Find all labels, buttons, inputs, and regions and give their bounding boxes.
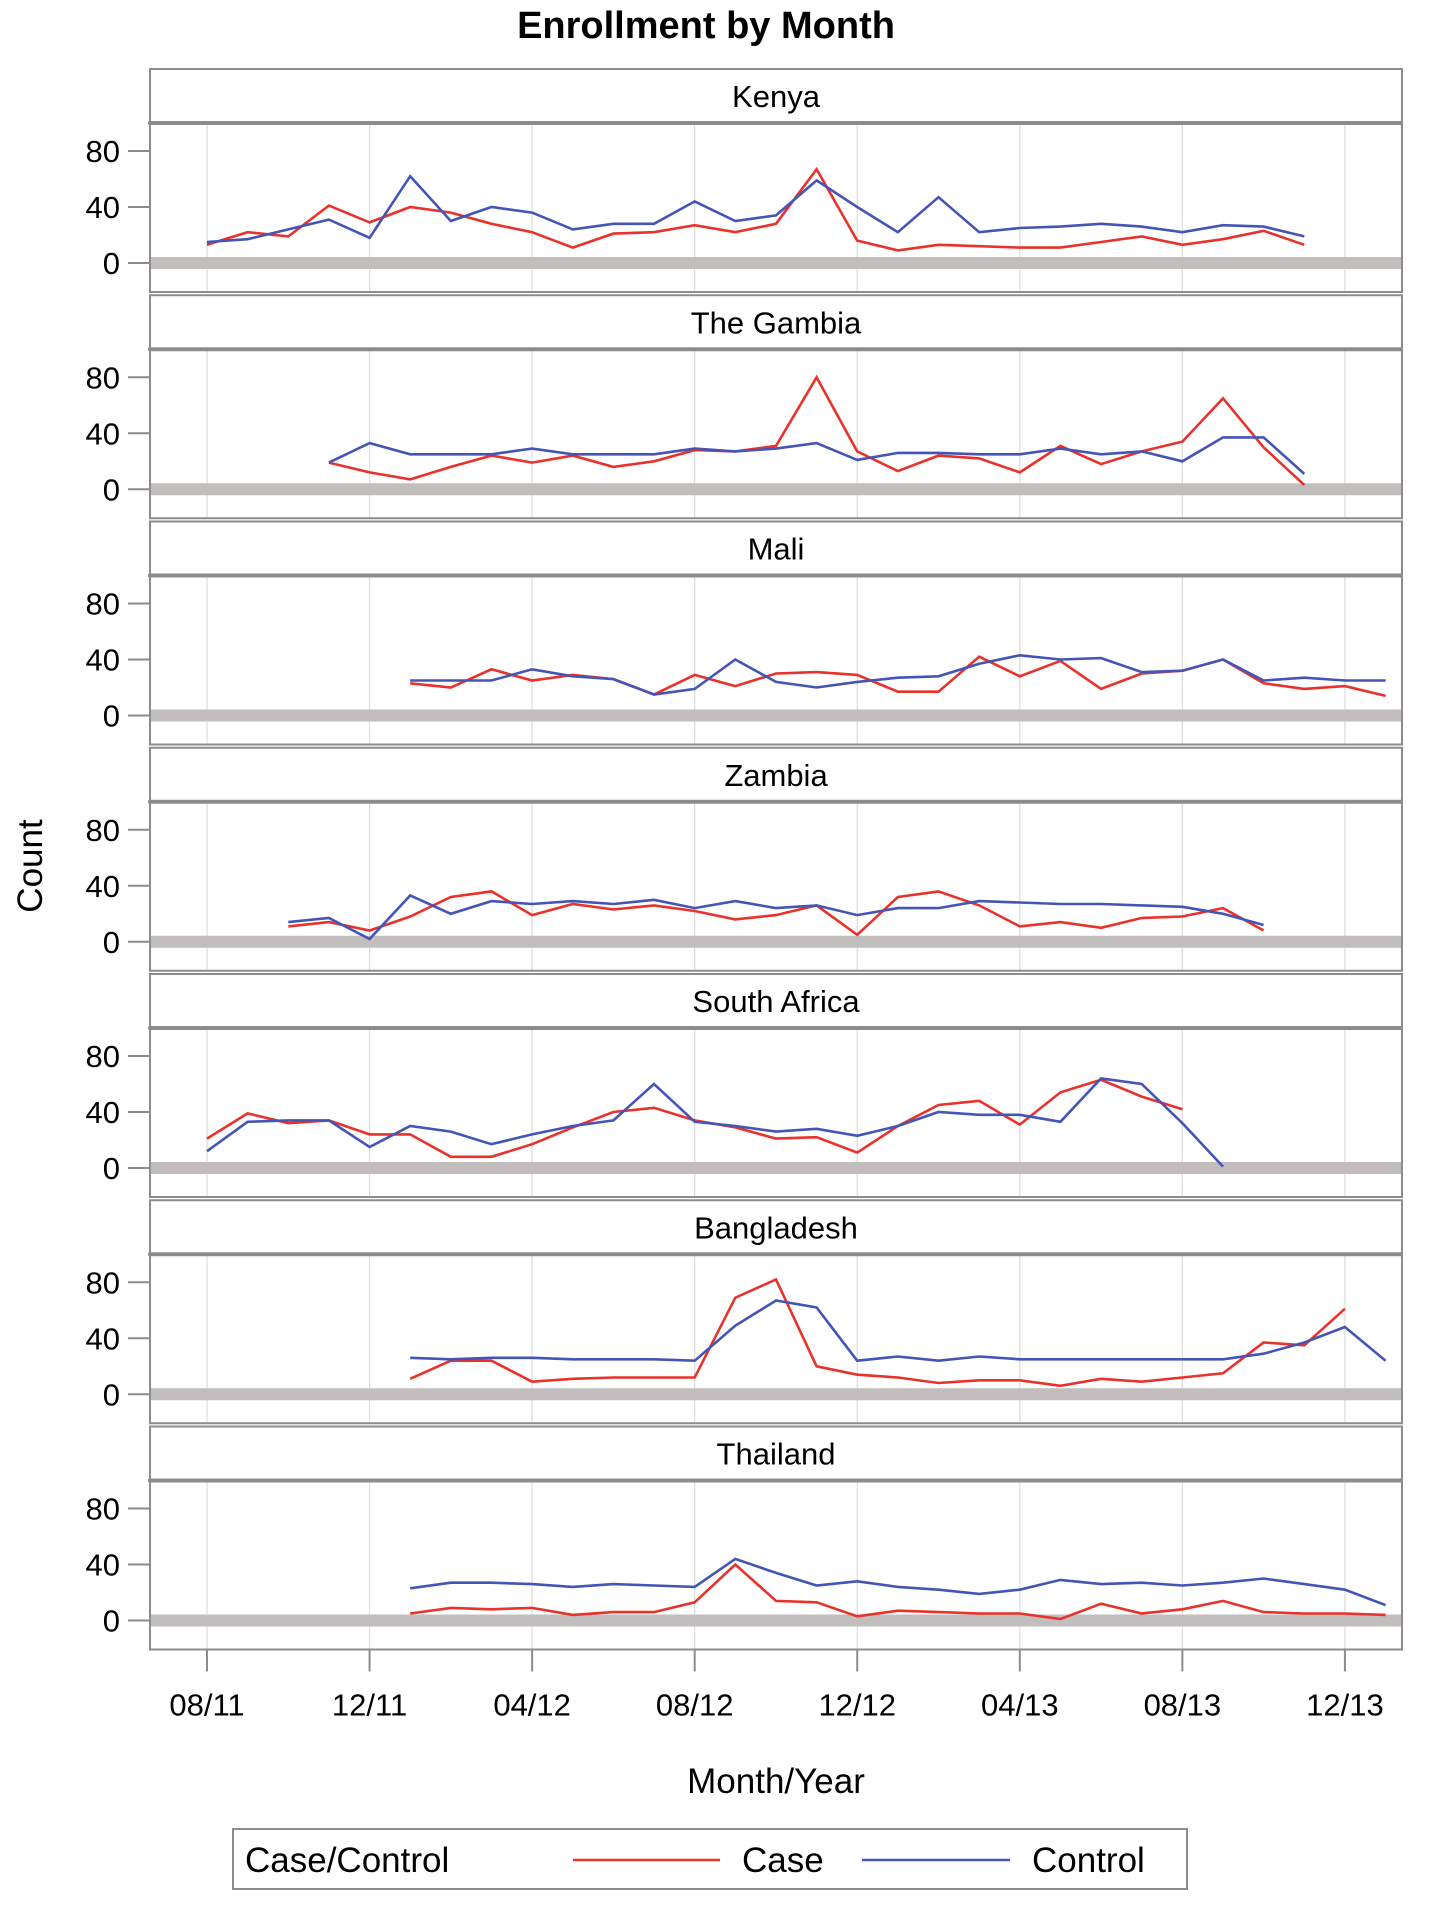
legend-case-label: Case xyxy=(742,1841,824,1880)
x-tick-label: 04/13 xyxy=(981,1688,1059,1723)
series-line-control xyxy=(410,1557,1387,1607)
y-tick-label: 0 xyxy=(103,246,120,281)
series-case xyxy=(288,890,1265,937)
series-control xyxy=(410,1557,1387,1607)
series-line-case xyxy=(409,1277,1346,1388)
panel-label: South Africa xyxy=(692,984,860,1019)
series-control xyxy=(206,1077,1224,1168)
x-tick-label: 08/12 xyxy=(656,1688,734,1723)
y-tick-label: 80 xyxy=(86,1039,120,1074)
series-control xyxy=(410,653,1386,696)
zero-reference-band xyxy=(150,709,1402,722)
zero-reference-band xyxy=(150,483,1402,496)
legend: Case/Control Case Control xyxy=(232,1828,1188,1890)
series-line-case xyxy=(410,655,1386,698)
y-tick-label: 0 xyxy=(103,699,120,734)
series-case xyxy=(410,655,1386,698)
panel-south-africa: South Africa 0 40 80 xyxy=(86,973,1403,1198)
zero-reference-band xyxy=(150,1614,1402,1627)
y-tick-label: 40 xyxy=(86,190,120,225)
series-line-case xyxy=(328,374,1306,487)
x-tick-label: 08/13 xyxy=(1144,1688,1222,1723)
panel-bangladesh: Bangladesh 0 40 80 xyxy=(86,1199,1403,1425)
x-tick-label: 12/11 xyxy=(332,1688,407,1723)
series-line-control xyxy=(328,436,1306,475)
series-line-control xyxy=(410,1299,1387,1363)
series-line-control xyxy=(206,174,1305,244)
series-control xyxy=(328,436,1306,475)
series-case xyxy=(409,1277,1346,1388)
y-tick-label: 80 xyxy=(86,813,120,848)
panel-label: Bangladesh xyxy=(694,1210,858,1245)
y-tick-label: 40 xyxy=(86,869,120,904)
legend-control-label: Control xyxy=(1032,1841,1145,1880)
series-control xyxy=(410,1299,1387,1363)
series-line-control xyxy=(410,653,1386,696)
series-line-control xyxy=(288,893,1264,941)
x-tick-label: 08/11 xyxy=(169,1688,244,1723)
series-case xyxy=(206,166,1305,252)
y-tick-label: 80 xyxy=(86,1492,120,1527)
legend-title: Case/Control xyxy=(245,1841,449,1880)
y-tick-label: 40 xyxy=(86,416,120,451)
x-axis: 08/11 12/11 04/12 08/12 12/12 04/13 08/13 12/13 xyxy=(169,1649,1384,1723)
panel-kenya: Kenya 0 40 80 xyxy=(86,68,1403,293)
zero-reference-band xyxy=(150,1162,1402,1174)
y-tick-label: 40 xyxy=(86,1321,120,1356)
y-axis-label: Count xyxy=(11,819,50,913)
y-tick-label: 80 xyxy=(86,1265,120,1300)
series-case xyxy=(328,374,1306,487)
panel-thailand: Thailand 0 40 80 xyxy=(86,1425,1403,1651)
panel-label: Mali xyxy=(748,532,805,567)
series-line-case xyxy=(206,166,1305,252)
panel-label: Zambia xyxy=(724,758,828,793)
panel-mali: Mali 0 40 80 xyxy=(86,520,1403,746)
panel-label: Kenya xyxy=(732,79,821,114)
y-tick-label: 40 xyxy=(86,1548,120,1583)
panel-label: The Gambia xyxy=(691,305,862,340)
series-case xyxy=(410,1562,1386,1621)
panel-the-gambia: The Gambia 0 40 80 xyxy=(86,294,1403,520)
y-tick-label: 0 xyxy=(103,1151,120,1186)
series-control xyxy=(206,174,1305,244)
x-tick-label: 04/12 xyxy=(493,1688,571,1723)
panel-header xyxy=(149,1425,1403,1481)
zero-reference-band xyxy=(150,1388,1402,1401)
series-control xyxy=(288,893,1264,941)
y-tick-label: 0 xyxy=(103,1604,120,1639)
panel-header xyxy=(149,68,1403,123)
panel-header xyxy=(149,746,1403,802)
x-tick-label: 12/13 xyxy=(1306,1688,1384,1723)
y-tick-label: 80 xyxy=(86,134,120,169)
panel-header xyxy=(149,973,1403,1028)
y-tick-label: 0 xyxy=(103,925,120,960)
y-tick-label: 0 xyxy=(103,1377,120,1412)
x-tick-label: 12/12 xyxy=(818,1688,896,1723)
panel-header xyxy=(149,520,1403,576)
panel-zambia: Zambia 0 40 80 xyxy=(86,746,1403,972)
y-tick-label: 80 xyxy=(86,360,120,395)
x-axis-label: Month/Year xyxy=(687,1762,865,1801)
zero-reference-band xyxy=(150,935,1402,948)
y-tick-label: 0 xyxy=(103,472,120,507)
series-line-case xyxy=(410,1562,1386,1621)
y-tick-label: 40 xyxy=(86,1095,120,1130)
y-tick-label: 40 xyxy=(86,643,120,678)
series-line-case xyxy=(288,890,1265,937)
series-line-control xyxy=(206,1077,1224,1168)
chart-title: Enrollment by Month xyxy=(517,5,895,47)
y-tick-label: 80 xyxy=(86,587,120,622)
panel-label: Thailand xyxy=(717,1437,836,1472)
zero-reference-band xyxy=(150,257,1402,269)
